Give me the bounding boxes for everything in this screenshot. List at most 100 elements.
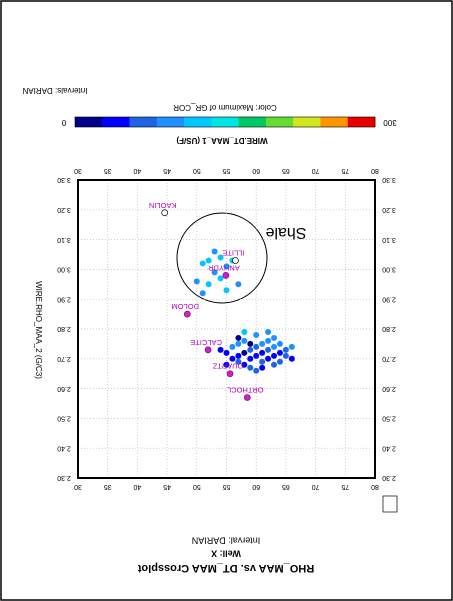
interval-subtitle: Interval: DARIAN <box>192 536 261 546</box>
x-tick-label: 40 <box>133 483 141 490</box>
data-point <box>288 343 295 350</box>
data-point <box>217 275 224 282</box>
data-point <box>259 349 266 356</box>
y-tick-label: 2.50 <box>382 415 396 422</box>
plot-frame <box>77 179 376 479</box>
data-point <box>271 334 278 341</box>
y-tick-label: 3.30 <box>382 176 396 183</box>
data-point <box>235 334 242 341</box>
data-point <box>271 361 278 368</box>
data-point <box>259 364 266 371</box>
data-point <box>223 361 230 368</box>
y-tick-label: 2.50 <box>57 415 71 422</box>
colorbar-segment <box>102 117 130 127</box>
mineral-point <box>232 257 239 264</box>
data-point <box>241 349 248 356</box>
mineral-point <box>222 272 230 279</box>
data-point <box>259 340 266 347</box>
data-point <box>211 269 218 276</box>
colorbar-segment <box>320 117 349 127</box>
colorbar-segment <box>75 117 103 127</box>
x-tick-label: 30 <box>74 167 82 174</box>
x-tick-label: 45 <box>163 167 171 174</box>
data-point <box>265 346 272 353</box>
y-tick-label: 3.00 <box>382 266 396 273</box>
data-point <box>229 343 236 350</box>
mineral-point <box>161 209 169 217</box>
logo <box>382 495 398 513</box>
data-point <box>271 343 278 350</box>
data-point <box>235 352 242 359</box>
y-tick-label: 2.90 <box>382 295 396 302</box>
y-tick-label: 2.40 <box>382 444 396 451</box>
y-tick-label: 2.90 <box>57 295 71 302</box>
x-tick-label: 50 <box>193 167 201 174</box>
y-tick-label: 2.30 <box>382 474 396 481</box>
y-tick-label: 2.60 <box>57 385 71 392</box>
x-axis-label: WIRE.DT_MAA_1 (US/F) <box>176 136 267 145</box>
data-point <box>193 278 200 285</box>
mineral-point <box>183 310 191 318</box>
x-tick-label: 40 <box>133 167 141 174</box>
y-tick-label: 2.80 <box>382 325 396 332</box>
data-point <box>223 349 230 356</box>
x-tick-label: 70 <box>312 167 320 174</box>
data-point <box>282 352 289 359</box>
data-point <box>235 358 242 365</box>
data-point <box>288 355 295 362</box>
x-tick-label: 80 <box>371 483 379 490</box>
x-tick-label: 35 <box>104 483 112 490</box>
data-point <box>217 254 224 261</box>
colorbar-segment <box>211 117 239 127</box>
data-point <box>253 331 260 338</box>
shale-label: Shale <box>265 224 306 241</box>
mineral-point <box>226 370 234 378</box>
data-point <box>247 346 254 353</box>
colorbar-frame <box>74 116 376 128</box>
y-tick-label: 3.10 <box>382 236 396 243</box>
data-point <box>199 260 206 267</box>
x-tick-label: 35 <box>104 167 112 174</box>
data-point <box>241 361 248 368</box>
mineral-label: ANHYDR <box>207 263 239 272</box>
y-tick-label: 2.70 <box>57 355 71 362</box>
mineral-point <box>204 346 212 354</box>
x-tick-label: 80 <box>371 167 379 174</box>
y-tick-label: 2.60 <box>382 385 396 392</box>
shale-circle <box>176 212 268 304</box>
x-tick-label: 30 <box>74 483 82 490</box>
y-tick-label: 3.30 <box>57 176 71 183</box>
y-tick-label: 3.20 <box>57 206 71 213</box>
data-point <box>276 349 283 356</box>
colorbar-min: 0 <box>61 118 66 127</box>
mineral-point <box>243 394 251 401</box>
y-tick-label: 2.40 <box>57 444 71 451</box>
x-tick-label: 55 <box>223 483 231 490</box>
y-tick-label: 3.10 <box>57 236 71 243</box>
data-point <box>223 287 230 294</box>
colorbar-max: 300 <box>383 118 397 127</box>
x-tick-label: 65 <box>282 167 290 174</box>
colorbar-segment <box>156 117 185 127</box>
x-tick-label: 70 <box>312 483 320 490</box>
x-tick-label: 50 <box>193 483 201 490</box>
colorbar-segment <box>238 117 267 127</box>
colorbar-segment <box>129 117 158 127</box>
data-point <box>247 364 254 371</box>
chart-title: RHO_MAA vs. DT_MAA Crossplot <box>137 562 314 574</box>
mineral-label: ORTHOCL <box>227 386 264 395</box>
data-point <box>253 352 260 359</box>
data-point <box>247 340 254 347</box>
mineral-label: CALCITE <box>190 338 222 347</box>
data-point <box>235 281 242 288</box>
colorbar-segment <box>293 117 321 127</box>
x-tick-label: 75 <box>341 167 349 174</box>
colorbar-segment <box>184 117 212 127</box>
colorbar-segment <box>347 117 376 127</box>
y-tick-label: 3.20 <box>382 206 396 213</box>
data-point <box>253 343 260 350</box>
data-point <box>265 337 272 344</box>
data-point <box>247 355 254 362</box>
